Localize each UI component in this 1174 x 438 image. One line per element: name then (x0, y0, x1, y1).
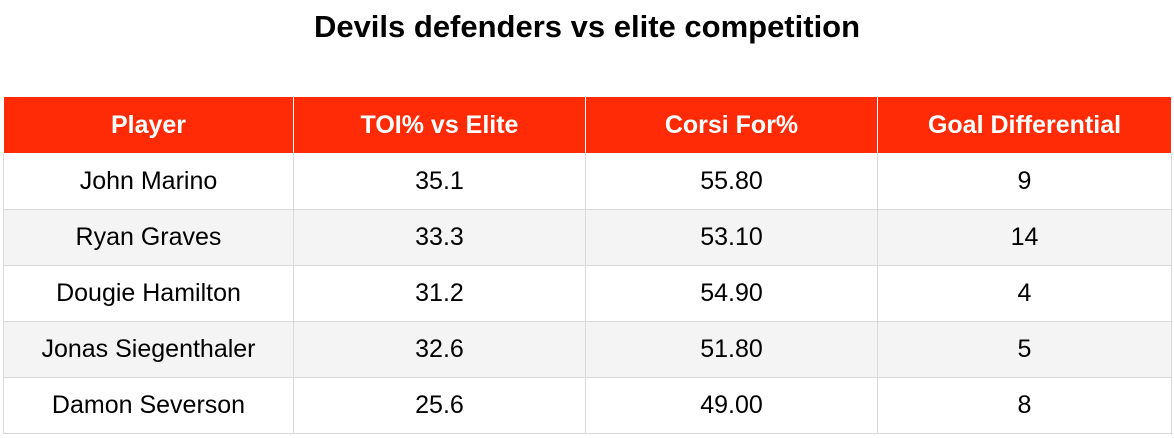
cell-toi-vs-elite: 31.2 (293, 265, 586, 322)
cell-corsi-for: 49.00 (585, 377, 878, 434)
cell-toi-vs-elite: 35.1 (293, 153, 586, 210)
table-row: Dougie Hamilton 31.2 54.90 4 (3, 265, 1172, 322)
chart-title: Devils defenders vs elite competition (313, 9, 861, 44)
cell-goal-differential: 9 (877, 153, 1172, 210)
cell-corsi-for: 53.10 (585, 209, 878, 266)
cell-corsi-for: 55.80 (585, 153, 878, 210)
table-row: Jonas Siegenthaler 32.6 51.80 5 (3, 321, 1172, 378)
column-header-corsi-for: Corsi For% (585, 96, 878, 154)
cell-player: Damon Severson (3, 377, 294, 434)
cell-player: Dougie Hamilton (3, 265, 294, 322)
cell-toi-vs-elite: 25.6 (293, 377, 586, 434)
column-header-player: Player (3, 96, 294, 154)
cell-corsi-for: 51.80 (585, 321, 878, 378)
cell-toi-vs-elite: 33.3 (293, 209, 586, 266)
table-row: Ryan Graves 33.3 53.10 14 (3, 209, 1172, 266)
cell-corsi-for: 54.90 (585, 265, 878, 322)
column-header-goal-differential: Goal Differential (877, 96, 1172, 154)
table-row: John Marino 35.1 55.80 9 (3, 153, 1172, 210)
cell-goal-differential: 4 (877, 265, 1172, 322)
cell-goal-differential: 5 (877, 321, 1172, 378)
data-table: Player TOI% vs Elite Corsi For% Goal Dif… (3, 96, 1172, 434)
cell-toi-vs-elite: 32.6 (293, 321, 586, 378)
cell-player: Jonas Siegenthaler (3, 321, 294, 378)
cell-player: Ryan Graves (3, 209, 294, 266)
column-header-toi-vs-elite: TOI% vs Elite (293, 96, 586, 154)
cell-player: John Marino (3, 153, 294, 210)
cell-goal-differential: 8 (877, 377, 1172, 434)
header-row: Player TOI% vs Elite Corsi For% Goal Dif… (3, 96, 1172, 154)
table-row: Damon Severson 25.6 49.00 8 (3, 377, 1172, 434)
cell-goal-differential: 14 (877, 209, 1172, 266)
